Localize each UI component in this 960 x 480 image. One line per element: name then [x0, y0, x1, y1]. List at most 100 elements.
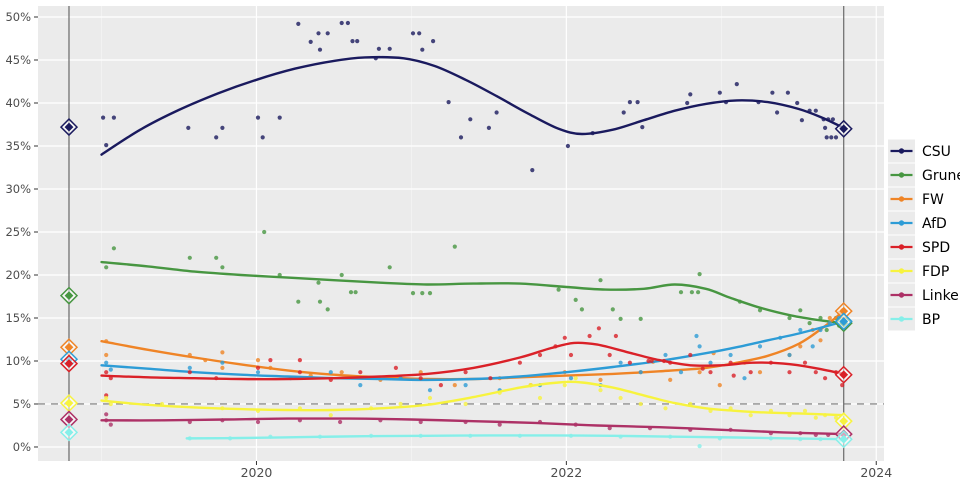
poll-point	[618, 395, 623, 401]
series-linke	[100, 412, 845, 437]
trend-line-csu	[100, 55, 845, 156]
poll-point	[742, 376, 747, 381]
poll-point	[798, 308, 803, 313]
axes: 0% 5% 10% 15% 20% 25% 30% 35% 40% 45% 50% 2020 2022 2…	[5, 10, 892, 480]
poll-point	[537, 395, 543, 401]
poll-point	[640, 125, 645, 130]
poll-point	[214, 255, 219, 260]
poll-point	[638, 316, 643, 321]
x-tick-label: 2020	[241, 465, 273, 480]
y-tick-label: 20%	[5, 268, 31, 282]
poll-point	[833, 135, 839, 140]
series-bp	[185, 433, 845, 449]
legend-item-grune: Grune	[888, 163, 960, 187]
poll-point	[627, 360, 633, 365]
poll-point	[104, 143, 109, 148]
poll-point	[255, 115, 261, 120]
trend-line-linke	[100, 417, 845, 436]
poll-point	[452, 244, 457, 249]
poll-point	[728, 352, 733, 358]
election-result-marker-fdp	[839, 416, 849, 426]
poll-point	[417, 31, 422, 36]
poll-point	[649, 358, 654, 364]
legend-label-csu: CSU	[922, 144, 951, 160]
poll-point	[438, 383, 443, 388]
poll-point	[787, 352, 792, 358]
poll-point	[697, 344, 702, 349]
poll-point	[108, 422, 113, 427]
poll-point	[562, 335, 567, 340]
x-tick-label: 2022	[550, 465, 582, 480]
poll-point	[463, 401, 468, 407]
poll-point	[613, 333, 619, 339]
poll-point	[104, 360, 109, 365]
poll-point	[376, 46, 381, 51]
poll-point	[813, 108, 818, 113]
poll-point	[700, 366, 705, 371]
poll-point	[255, 358, 261, 363]
poll-point	[697, 370, 702, 375]
poll-point	[618, 316, 623, 321]
election-result-marker-grune	[64, 291, 74, 301]
poll-point	[798, 327, 803, 333]
poll-point	[621, 110, 626, 115]
poll-point	[277, 115, 282, 120]
poll-point	[646, 358, 651, 364]
poll-point	[517, 360, 523, 365]
trend-line-spd	[100, 341, 845, 381]
legend-label-fw: FW	[922, 192, 944, 208]
poll-point	[187, 370, 192, 375]
poll-point	[798, 344, 803, 349]
y-tick-label: 10%	[5, 354, 31, 368]
poll-point	[757, 344, 763, 349]
poll-point	[296, 21, 301, 26]
poll-point	[187, 365, 192, 370]
poll-point	[427, 395, 433, 401]
poll-point	[813, 370, 818, 375]
poll-point	[757, 308, 763, 313]
poll-point	[717, 383, 722, 388]
poll-point	[186, 125, 191, 130]
poll-point	[829, 135, 834, 140]
poll-point	[345, 20, 350, 26]
poll-point	[556, 287, 561, 292]
legend-label-grune: Grune	[922, 168, 960, 184]
poll-point	[717, 90, 722, 95]
poll-point	[104, 395, 109, 401]
poll-point	[358, 383, 363, 388]
poll-point	[497, 422, 502, 427]
poll-point	[678, 370, 684, 375]
poll-point	[824, 327, 829, 333]
legend-key-point-afd	[898, 220, 905, 226]
poll-point	[494, 110, 499, 115]
poll-point	[708, 370, 713, 375]
legend-key-point-bp	[898, 316, 905, 322]
poll-point	[562, 383, 567, 388]
poll-point	[220, 265, 225, 270]
poll-point	[410, 31, 416, 36]
poll-point	[220, 125, 225, 130]
poll-point	[420, 47, 425, 52]
legend-label-afd: AfD	[922, 216, 947, 232]
poll-point	[104, 352, 109, 358]
poll-point	[104, 265, 109, 270]
poll-point	[731, 373, 736, 378]
poll-point	[316, 280, 321, 285]
poll-point	[468, 117, 473, 122]
legend-item-fw: FW	[888, 187, 944, 211]
poll-point	[410, 291, 416, 296]
poll-point	[568, 376, 574, 381]
poll-point	[807, 321, 812, 326]
poll-point	[358, 370, 363, 375]
legend-key-point-linke	[898, 292, 905, 298]
poll-point	[795, 100, 800, 106]
poll-point	[398, 401, 403, 407]
poll-point	[214, 135, 219, 140]
poll-point	[339, 370, 344, 375]
poll-point	[387, 265, 392, 270]
poll-point	[111, 115, 116, 120]
legend-item-linke: Linke	[888, 283, 959, 307]
poll-point	[573, 297, 578, 302]
